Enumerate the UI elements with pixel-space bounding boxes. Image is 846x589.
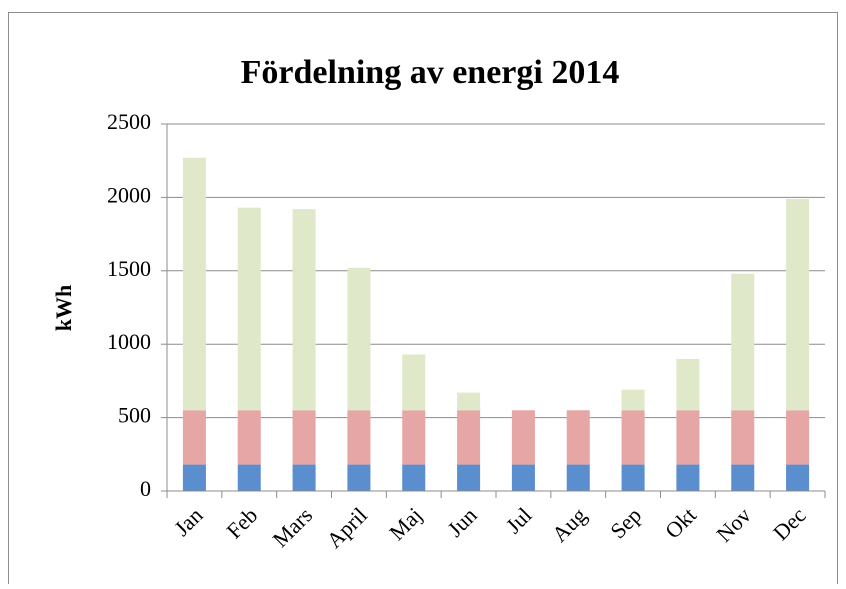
y-tick-label: 500 <box>118 403 151 428</box>
bar-segment <box>237 464 261 491</box>
bar-segment <box>182 410 206 465</box>
bar-segment <box>402 464 426 491</box>
bar-segment <box>786 198 810 411</box>
bar-segment <box>621 464 645 491</box>
y-tick-label: 2000 <box>107 182 151 207</box>
bar-segment <box>511 464 535 491</box>
bar-segment <box>292 464 316 491</box>
y-axis-label: kWh <box>51 285 76 331</box>
bar-segment <box>347 410 371 465</box>
bar-segment <box>731 410 755 465</box>
chart-border <box>8 12 838 589</box>
bar-segment <box>402 354 426 411</box>
bar-segment <box>786 410 810 465</box>
y-tick-label: 0 <box>140 476 151 501</box>
bar-segment <box>292 410 316 465</box>
bar-segment <box>237 207 261 411</box>
bar-segment <box>566 464 590 491</box>
bar-segment <box>621 410 645 465</box>
bar-segment <box>402 410 426 465</box>
bar-segment <box>676 410 700 465</box>
y-tick-label: 1500 <box>107 256 151 281</box>
bar-segment <box>457 410 481 465</box>
bar-segment <box>182 157 206 411</box>
bar-segment <box>347 464 371 491</box>
chart-title: Fördelning av energi 2014 <box>241 54 620 91</box>
bar-segment <box>786 464 810 491</box>
bar-segment <box>731 464 755 491</box>
bar-segment <box>457 464 481 491</box>
bar-segment <box>457 392 481 411</box>
bar-segment <box>731 273 755 411</box>
bar-segment <box>292 209 316 411</box>
y-tick-label: 1000 <box>107 329 151 354</box>
bar-segment <box>676 358 700 411</box>
bar-segment <box>676 464 700 491</box>
bar-segment <box>621 389 645 411</box>
bar-segment <box>237 410 261 465</box>
bar-segment <box>566 410 590 465</box>
bar-segment <box>182 464 206 491</box>
y-tick-label: 2500 <box>107 109 151 134</box>
bar-segment <box>347 267 371 411</box>
bar-segment <box>511 410 535 465</box>
